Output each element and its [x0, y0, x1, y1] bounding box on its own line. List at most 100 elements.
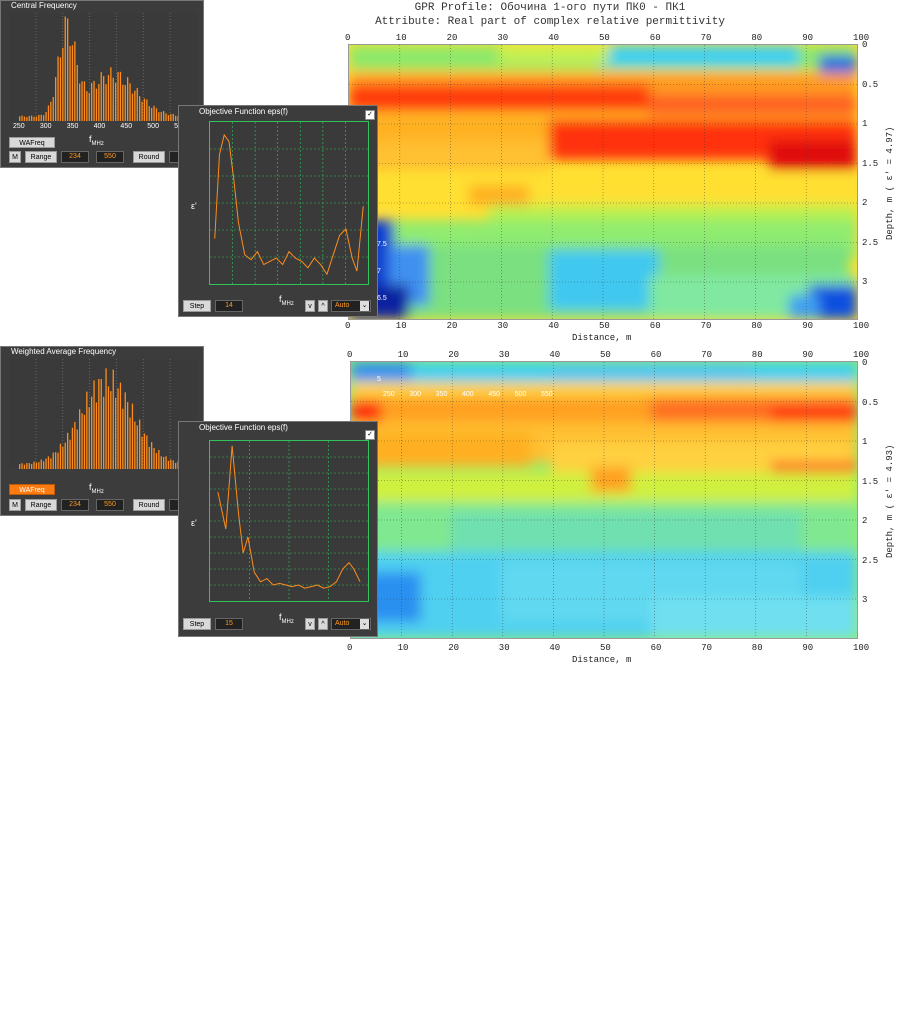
eps-x-tick: 350	[435, 391, 448, 398]
weighted-frequency-title: Weighted Average Frequency	[11, 347, 117, 356]
central-axis-label: fMHz	[89, 134, 104, 147]
central-range-to[interactable]: 550	[96, 151, 124, 163]
eps-x-tick: 250	[383, 391, 395, 398]
top-x-tick: 70	[700, 33, 712, 43]
bottom-gpr-profile[interactable]	[350, 361, 858, 639]
eps-y-tick: 5	[377, 376, 381, 383]
eps-y-tick: 7.5	[377, 921, 387, 929]
top-x-tick-lower: 100	[853, 321, 870, 331]
hist-x-tick: 400	[93, 123, 106, 130]
bottom-x-tick-lower: 20	[448, 643, 459, 653]
top-x-tick-lower: 20	[446, 321, 458, 331]
eps-y-tick: 6	[377, 322, 381, 329]
eps-bottom-auto-select[interactable]: Auto ⌄	[331, 618, 371, 630]
bottom-x-tick: 0	[347, 350, 353, 360]
eps-top-title: Objective Function eps(f)	[199, 107, 288, 116]
top-gpr-profile[interactable]	[348, 44, 858, 320]
eps-top-checkbox[interactable]: ✓	[365, 110, 375, 120]
bottom-x-tick-lower: 60	[650, 643, 662, 653]
eps-bottom-axis-unit: MHz	[281, 618, 294, 625]
hist-x-tick: 450	[120, 817, 133, 824]
weighted-range-button[interactable]: Range	[25, 499, 57, 511]
bottom-y-tick: 1.5	[862, 476, 879, 487]
central-m-button[interactable]: M	[9, 151, 21, 163]
eps-y-tick: 9.5	[377, 863, 387, 871]
eps-bottom-step-value[interactable]: 15	[215, 618, 243, 630]
weighted-range-from[interactable]: 234	[61, 499, 89, 511]
eps-bottom-title: Objective Function eps(f)	[199, 423, 288, 432]
eps-top-auto-label: Auto	[335, 302, 350, 309]
eps-top-auto-select[interactable]: Auto ⌄	[331, 300, 371, 312]
weighted-axis-unit: MHz	[91, 488, 104, 495]
eps-x-tick: 500	[514, 391, 527, 398]
central-range-from[interactable]: 234	[61, 151, 89, 163]
eps-y-tick: 7	[377, 268, 381, 275]
central-histogram	[9, 13, 197, 122]
eps-top-step-value[interactable]: 14	[215, 300, 243, 312]
eps-top-plot	[209, 121, 369, 285]
bottom-x-tick: 80	[751, 350, 763, 360]
hist-x-tick: 250	[13, 817, 25, 824]
top-y-tick: 3	[862, 277, 868, 287]
eps-top-y-label: ε'	[191, 201, 197, 211]
weighted-range-to[interactable]: 550	[96, 499, 124, 511]
top-y-tick: 2.5	[862, 237, 879, 248]
eps-top-up-button[interactable]: ^	[318, 300, 328, 312]
bottom-y-tick: 2.5	[862, 555, 879, 566]
eps-bottom-v-button[interactable]: v	[305, 618, 315, 630]
eps-y-tick: 5	[377, 994, 381, 1002]
hist-x-tick: 250	[13, 123, 25, 130]
bottom-y-tick: 2	[862, 516, 868, 526]
top-x-axis-label: Distance, m	[572, 333, 632, 343]
eps-top-v-button[interactable]: v	[305, 300, 315, 312]
top-x-tick: 30	[497, 33, 509, 43]
bottom-x-tick-lower: 50	[600, 643, 611, 653]
bottom-x-tick: 70	[701, 350, 712, 360]
central-mode-button[interactable]: WAFreq	[9, 137, 55, 148]
top-y-tick: 0	[862, 40, 868, 50]
bottom-x-tick: 50	[600, 350, 611, 360]
top-x-tick: 40	[548, 33, 559, 43]
eps-bottom-axis-label: fMHz	[279, 612, 294, 625]
central-round-button[interactable]: Round	[133, 151, 165, 163]
eps-bottom-auto-label: Auto	[335, 620, 350, 627]
eps-y-tick: 4.5	[377, 1009, 387, 1016]
eps-y-tick: 8	[377, 907, 381, 915]
central-range-button[interactable]: Range	[25, 151, 57, 163]
eps-top-step-button[interactable]: Step	[183, 300, 211, 312]
bottom-x-tick: 60	[650, 350, 662, 360]
chevron-down-icon: ⌄	[360, 301, 369, 311]
eps-x-tick: 200	[383, 1024, 395, 1031]
bottom-y-tick: 1	[862, 437, 868, 447]
eps-top-axis-label: fMHz	[279, 294, 294, 307]
bottom-x-tick: 20	[448, 350, 459, 360]
weighted-axis-label: fMHz	[89, 482, 104, 495]
eps-bottom-up-button[interactable]: ^	[318, 618, 328, 630]
top-y-tick: 1	[862, 119, 868, 129]
top-x-tick-lower: 90	[802, 321, 813, 331]
bottom-x-tick-lower: 70	[701, 643, 712, 653]
bottom-x-tick-lower: 10	[397, 643, 409, 653]
weighted-round-button[interactable]: Round	[133, 499, 165, 511]
bottom-x-tick-lower: 80	[751, 643, 763, 653]
bottom-x-tick: 10	[397, 350, 409, 360]
weighted-mode-button[interactable]: WAFreq	[9, 484, 55, 495]
hist-x-tick: 300	[39, 123, 52, 130]
eps-y-tick: 9	[377, 878, 381, 886]
hist-x-tick: 300	[39, 817, 52, 824]
top-x-tick: 90	[802, 33, 813, 43]
top-x-tick-lower: 10	[395, 321, 407, 331]
bottom-x-tick-lower: 40	[549, 643, 561, 653]
eps-x-tick: 300	[422, 1024, 435, 1031]
eps-x-tick: 550	[541, 391, 553, 398]
eps-x-tick: 500	[501, 1024, 514, 1031]
weighted-m-button[interactable]: M	[9, 499, 21, 511]
eps-bottom-checkbox[interactable]: ✓	[365, 430, 375, 440]
bottom-x-tick: 90	[802, 350, 814, 360]
eps-bottom-y-label: ε'	[191, 518, 197, 528]
eps-panel-top: Objective Function eps(f) ✓ ε' 250 300 350…	[178, 105, 553, 398]
top-x-tick-lower: 40	[548, 321, 559, 331]
eps-y-tick: 8.5	[377, 892, 387, 900]
eps-bottom-step-button[interactable]: Step	[183, 618, 211, 630]
bottom-x-tick: 30	[498, 350, 510, 360]
